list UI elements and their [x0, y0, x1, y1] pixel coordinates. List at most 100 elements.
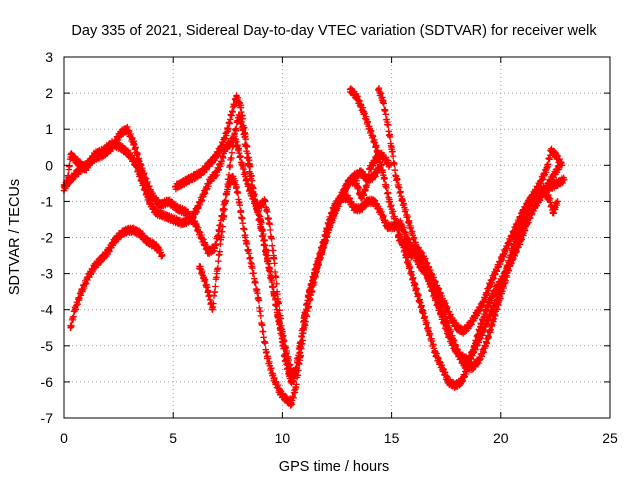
y-tick-label: -1 [41, 193, 54, 209]
data-point [379, 97, 387, 104]
y-tick-label: -5 [41, 338, 54, 354]
data-point [143, 237, 151, 245]
data-point [255, 295, 262, 303]
data-point [558, 162, 566, 169]
data-point [425, 277, 432, 285]
data-point [458, 378, 465, 386]
x-tick-label: 25 [602, 430, 618, 446]
data-point [213, 270, 221, 277]
data-point [259, 328, 266, 335]
data-point [252, 205, 260, 212]
y-tick-label: 1 [45, 121, 53, 137]
data-point [451, 346, 459, 353]
data-point [91, 154, 98, 162]
data-point [211, 154, 218, 162]
data-point [237, 104, 245, 111]
data-point [84, 274, 92, 281]
data-point [301, 313, 308, 321]
data-point [204, 288, 212, 295]
data-point [360, 107, 367, 115]
data-point [458, 353, 465, 360]
data-point [67, 176, 74, 183]
data-point [218, 234, 225, 241]
data-point [525, 198, 533, 205]
data-point [408, 252, 415, 259]
data-point [185, 176, 192, 183]
data-point [296, 342, 304, 349]
data-point [228, 107, 236, 115]
data-point [331, 209, 339, 216]
data-point [438, 313, 446, 321]
y-tick-label: 3 [45, 49, 53, 65]
data-point [445, 331, 452, 339]
data-point [484, 302, 491, 310]
data-point [235, 111, 242, 118]
data-point [124, 227, 131, 234]
data-point [403, 234, 411, 241]
data-point [543, 183, 550, 191]
data-point [418, 306, 426, 313]
data-point [366, 126, 373, 133]
data-point [519, 209, 526, 216]
data-point [318, 248, 325, 256]
data-point [283, 396, 290, 404]
data-point [453, 324, 461, 331]
data-point [504, 263, 511, 270]
data-point [279, 328, 286, 335]
data-point [277, 389, 284, 396]
data-point [137, 162, 144, 169]
data-point [471, 346, 478, 353]
data-point [536, 180, 544, 187]
data-point [104, 248, 111, 256]
data-point [477, 331, 485, 339]
data-point [154, 245, 162, 252]
x-axis-label: GPS time / hours [279, 459, 389, 475]
data-point [233, 183, 240, 191]
data-point [283, 349, 290, 357]
data-point [170, 216, 177, 223]
data-point [386, 198, 393, 205]
data-point [239, 126, 247, 133]
chart-title: Day 335 of 2021, Sidereal Day-to-day VTE… [71, 23, 597, 39]
data-point [194, 205, 201, 212]
data-point [111, 237, 118, 245]
data-point [183, 209, 190, 216]
data-point [366, 165, 373, 173]
data-point [224, 126, 231, 133]
data-point [491, 288, 498, 295]
data-point [512, 223, 520, 230]
data-point [394, 234, 402, 241]
data-layer [60, 85, 568, 409]
data-point [373, 144, 380, 151]
data-point [497, 284, 504, 292]
data-point [364, 176, 371, 183]
data-point [198, 234, 205, 241]
data-point [145, 198, 153, 205]
data-point [357, 205, 365, 212]
data-point [248, 183, 256, 191]
data-point [228, 172, 236, 180]
x-tick-label: 20 [493, 430, 509, 446]
data-point [388, 144, 395, 151]
data-point [445, 378, 452, 386]
data-point [421, 255, 428, 263]
data-point [117, 144, 124, 151]
data-point [287, 378, 295, 386]
data-point [440, 299, 448, 306]
data-point [432, 349, 439, 357]
data-point [311, 270, 319, 277]
data-point [150, 241, 157, 248]
data-point [82, 162, 90, 169]
data-point [357, 194, 365, 201]
y-tick-label: -7 [41, 410, 54, 426]
data-point [67, 151, 74, 158]
data-point [346, 86, 354, 93]
data-point [425, 328, 432, 335]
data-point [499, 252, 507, 259]
data-point [222, 198, 229, 205]
data-point [204, 248, 212, 256]
data-point [482, 342, 489, 349]
data-point [200, 274, 207, 281]
data-point [263, 353, 271, 360]
